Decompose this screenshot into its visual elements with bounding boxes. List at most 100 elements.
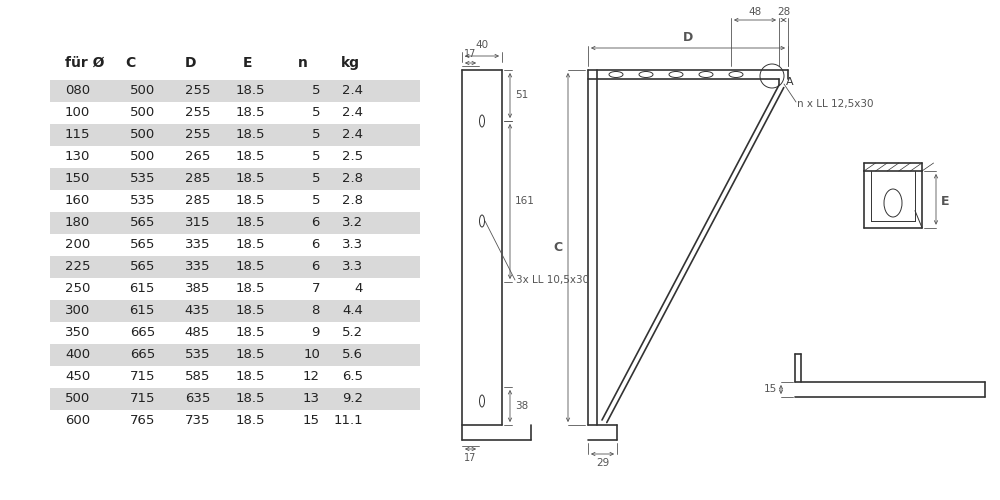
Text: 40: 40 [475, 40, 489, 50]
Text: 100: 100 [65, 106, 90, 120]
Text: D: D [683, 31, 693, 44]
Text: 735: 735 [184, 414, 210, 428]
Text: 500: 500 [130, 150, 155, 164]
Text: 18.5: 18.5 [236, 194, 265, 207]
Text: 18.5: 18.5 [236, 348, 265, 362]
Text: A: A [786, 77, 794, 87]
Text: 28: 28 [777, 7, 790, 17]
Text: n: n [298, 56, 308, 70]
Text: 2.8: 2.8 [342, 194, 363, 207]
Bar [50, 278, 420, 300]
Text: 18.5: 18.5 [236, 326, 265, 340]
Text: 585: 585 [185, 370, 210, 384]
Bar [50, 366, 420, 388]
Ellipse shape [669, 72, 683, 78]
Text: 18.5: 18.5 [236, 84, 265, 98]
Text: 18.5: 18.5 [236, 414, 265, 428]
Ellipse shape [480, 215, 484, 227]
Text: 5: 5 [312, 172, 320, 186]
Text: 665: 665 [130, 326, 155, 340]
Bar [50, 124, 420, 146]
Text: 29: 29 [596, 458, 609, 468]
Text: für Ø: für Ø [65, 56, 104, 70]
Bar [50, 80, 420, 102]
Ellipse shape [609, 72, 623, 78]
Text: C: C [554, 241, 563, 254]
Text: 18.5: 18.5 [236, 282, 265, 296]
Bar [50, 190, 420, 212]
Text: 160: 160 [65, 194, 90, 207]
Text: 335: 335 [184, 238, 210, 252]
Text: 500: 500 [130, 128, 155, 141]
Bar [50, 410, 420, 432]
Text: 225: 225 [65, 260, 90, 274]
Text: 315: 315 [184, 216, 210, 230]
Text: 6: 6 [312, 260, 320, 274]
Ellipse shape [884, 189, 902, 217]
Text: 535: 535 [130, 172, 155, 186]
Text: 6: 6 [312, 238, 320, 252]
Text: 18.5: 18.5 [236, 172, 265, 186]
Text: 385: 385 [185, 282, 210, 296]
Text: 18.5: 18.5 [236, 304, 265, 318]
Text: 3.3: 3.3 [342, 260, 363, 274]
Bar [50, 234, 420, 256]
Text: 161: 161 [515, 196, 535, 206]
Text: 715: 715 [130, 392, 155, 406]
Text: 300: 300 [65, 304, 90, 318]
Text: 200: 200 [65, 238, 90, 252]
Text: 565: 565 [130, 238, 155, 252]
Text: 2.8: 2.8 [342, 172, 363, 186]
Text: 2.4: 2.4 [342, 128, 363, 141]
Text: 10: 10 [303, 348, 320, 362]
Text: 435: 435 [185, 304, 210, 318]
Text: 5: 5 [312, 150, 320, 164]
Text: 250: 250 [65, 282, 90, 296]
Text: 12: 12 [303, 370, 320, 384]
Text: 3x LL 10,5x30: 3x LL 10,5x30 [516, 275, 589, 285]
Text: 285: 285 [185, 172, 210, 186]
Text: 535: 535 [184, 348, 210, 362]
Text: 600: 600 [65, 414, 90, 428]
Text: 2.4: 2.4 [342, 106, 363, 120]
Text: 500: 500 [130, 106, 155, 120]
Text: 17: 17 [464, 453, 476, 463]
Text: 535: 535 [130, 194, 155, 207]
Text: 18.5: 18.5 [236, 128, 265, 141]
Text: 4: 4 [355, 282, 363, 296]
Text: 285: 285 [185, 194, 210, 207]
Text: 400: 400 [65, 348, 90, 362]
Text: 500: 500 [130, 84, 155, 98]
Text: E: E [243, 56, 253, 70]
Ellipse shape [480, 395, 484, 407]
Bar [50, 168, 420, 190]
Text: 255: 255 [184, 106, 210, 120]
Text: 5: 5 [312, 128, 320, 141]
Text: 265: 265 [185, 150, 210, 164]
Text: 115: 115 [65, 128, 90, 141]
Text: 51: 51 [515, 90, 528, 100]
Text: 615: 615 [130, 282, 155, 296]
Text: 5: 5 [312, 84, 320, 98]
Text: 485: 485 [185, 326, 210, 340]
Bar [50, 388, 420, 410]
Text: 7: 7 [312, 282, 320, 296]
Text: 3.3: 3.3 [342, 238, 363, 252]
Text: 335: 335 [184, 260, 210, 274]
Text: kg: kg [340, 56, 360, 70]
Text: 080: 080 [65, 84, 90, 98]
Text: 130: 130 [65, 150, 90, 164]
Text: 5.6: 5.6 [342, 348, 363, 362]
Text: D: D [184, 56, 196, 70]
Text: 450: 450 [65, 370, 90, 384]
Text: 565: 565 [130, 260, 155, 274]
Text: 8: 8 [312, 304, 320, 318]
Text: 18.5: 18.5 [236, 150, 265, 164]
Text: 565: 565 [130, 216, 155, 230]
Text: 17: 17 [464, 49, 476, 59]
Text: 3.2: 3.2 [342, 216, 363, 230]
Text: 18.5: 18.5 [236, 370, 265, 384]
Text: 2.4: 2.4 [342, 84, 363, 98]
Text: 48: 48 [748, 7, 762, 17]
Text: 715: 715 [130, 370, 155, 384]
